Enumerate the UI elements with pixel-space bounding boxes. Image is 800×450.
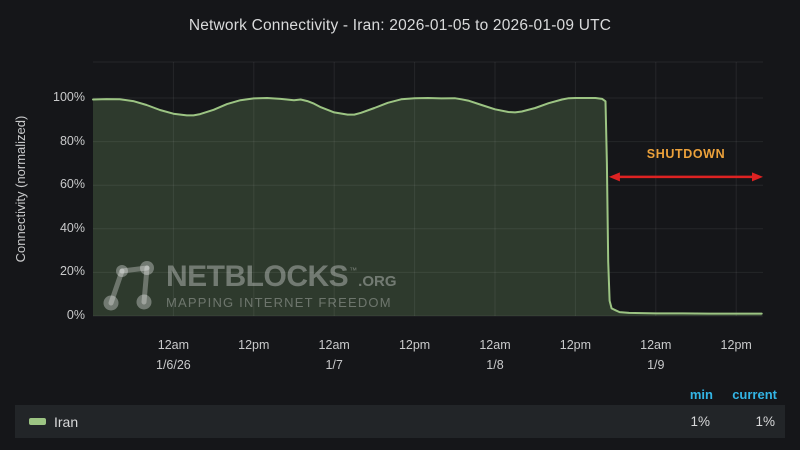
watermark-brand: NETBLOCKS <box>166 260 349 293</box>
y-axis-tick-label: 40% <box>59 220 85 235</box>
series-min-value: 1% <box>690 414 710 429</box>
x-axis-tick-label: 12am <box>318 338 350 352</box>
x-axis-date-label: 1/9 <box>647 358 665 372</box>
y-axis-tick-label: 80% <box>59 133 85 148</box>
watermark-text: NETBLOCKS ™ .ORG MAPPING INTERNET FREEDO… <box>166 260 397 311</box>
x-axis-tick-label: 12pm <box>398 338 431 352</box>
x-axis-tick-label: 12am <box>157 338 190 352</box>
y-axis-tick-label: 0% <box>66 308 85 322</box>
x-axis-date-label: 1/8 <box>486 358 504 372</box>
x-axis-tick-label: 12am <box>479 338 511 352</box>
series-label[interactable]: Iran <box>54 413 79 430</box>
y-axis-tick-label: 100% <box>53 90 85 104</box>
x-axis-tick-label: 12am <box>640 338 672 352</box>
series-color-swatch <box>29 418 46 425</box>
x-axis-tick-label: 12pm <box>238 338 270 352</box>
legend-row-iran[interactable]: Iran 1% 1% <box>15 405 785 438</box>
shutdown-annotation-label: SHUTDOWN <box>646 147 726 161</box>
watermark-suffix: .ORG <box>358 273 397 290</box>
y-axis-tick-label: 20% <box>59 264 85 279</box>
x-axis-tick-label: 12pm <box>559 338 592 352</box>
x-axis-date-label: 1/6/26 <box>156 358 191 372</box>
legend-header-current[interactable]: current <box>732 387 777 402</box>
page-title: Network Connectivity - Iran: 2026-01-05 … <box>188 17 612 34</box>
netblocks-watermark: NETBLOCKS ™ .ORG MAPPING INTERNET FREEDO… <box>101 258 397 314</box>
netblocks-logo-icon <box>101 258 159 314</box>
x-axis-tick-label: 12pm <box>720 338 752 352</box>
y-axis-tick-label: 60% <box>59 177 85 192</box>
series-current-value: 1% <box>755 414 775 429</box>
watermark-tm: ™ <box>349 266 358 275</box>
legend-header-min[interactable]: min <box>689 387 713 402</box>
x-axis-date-label: 1/7 <box>325 358 343 372</box>
watermark-tagline: MAPPING INTERNET FREEDOM <box>166 295 392 310</box>
